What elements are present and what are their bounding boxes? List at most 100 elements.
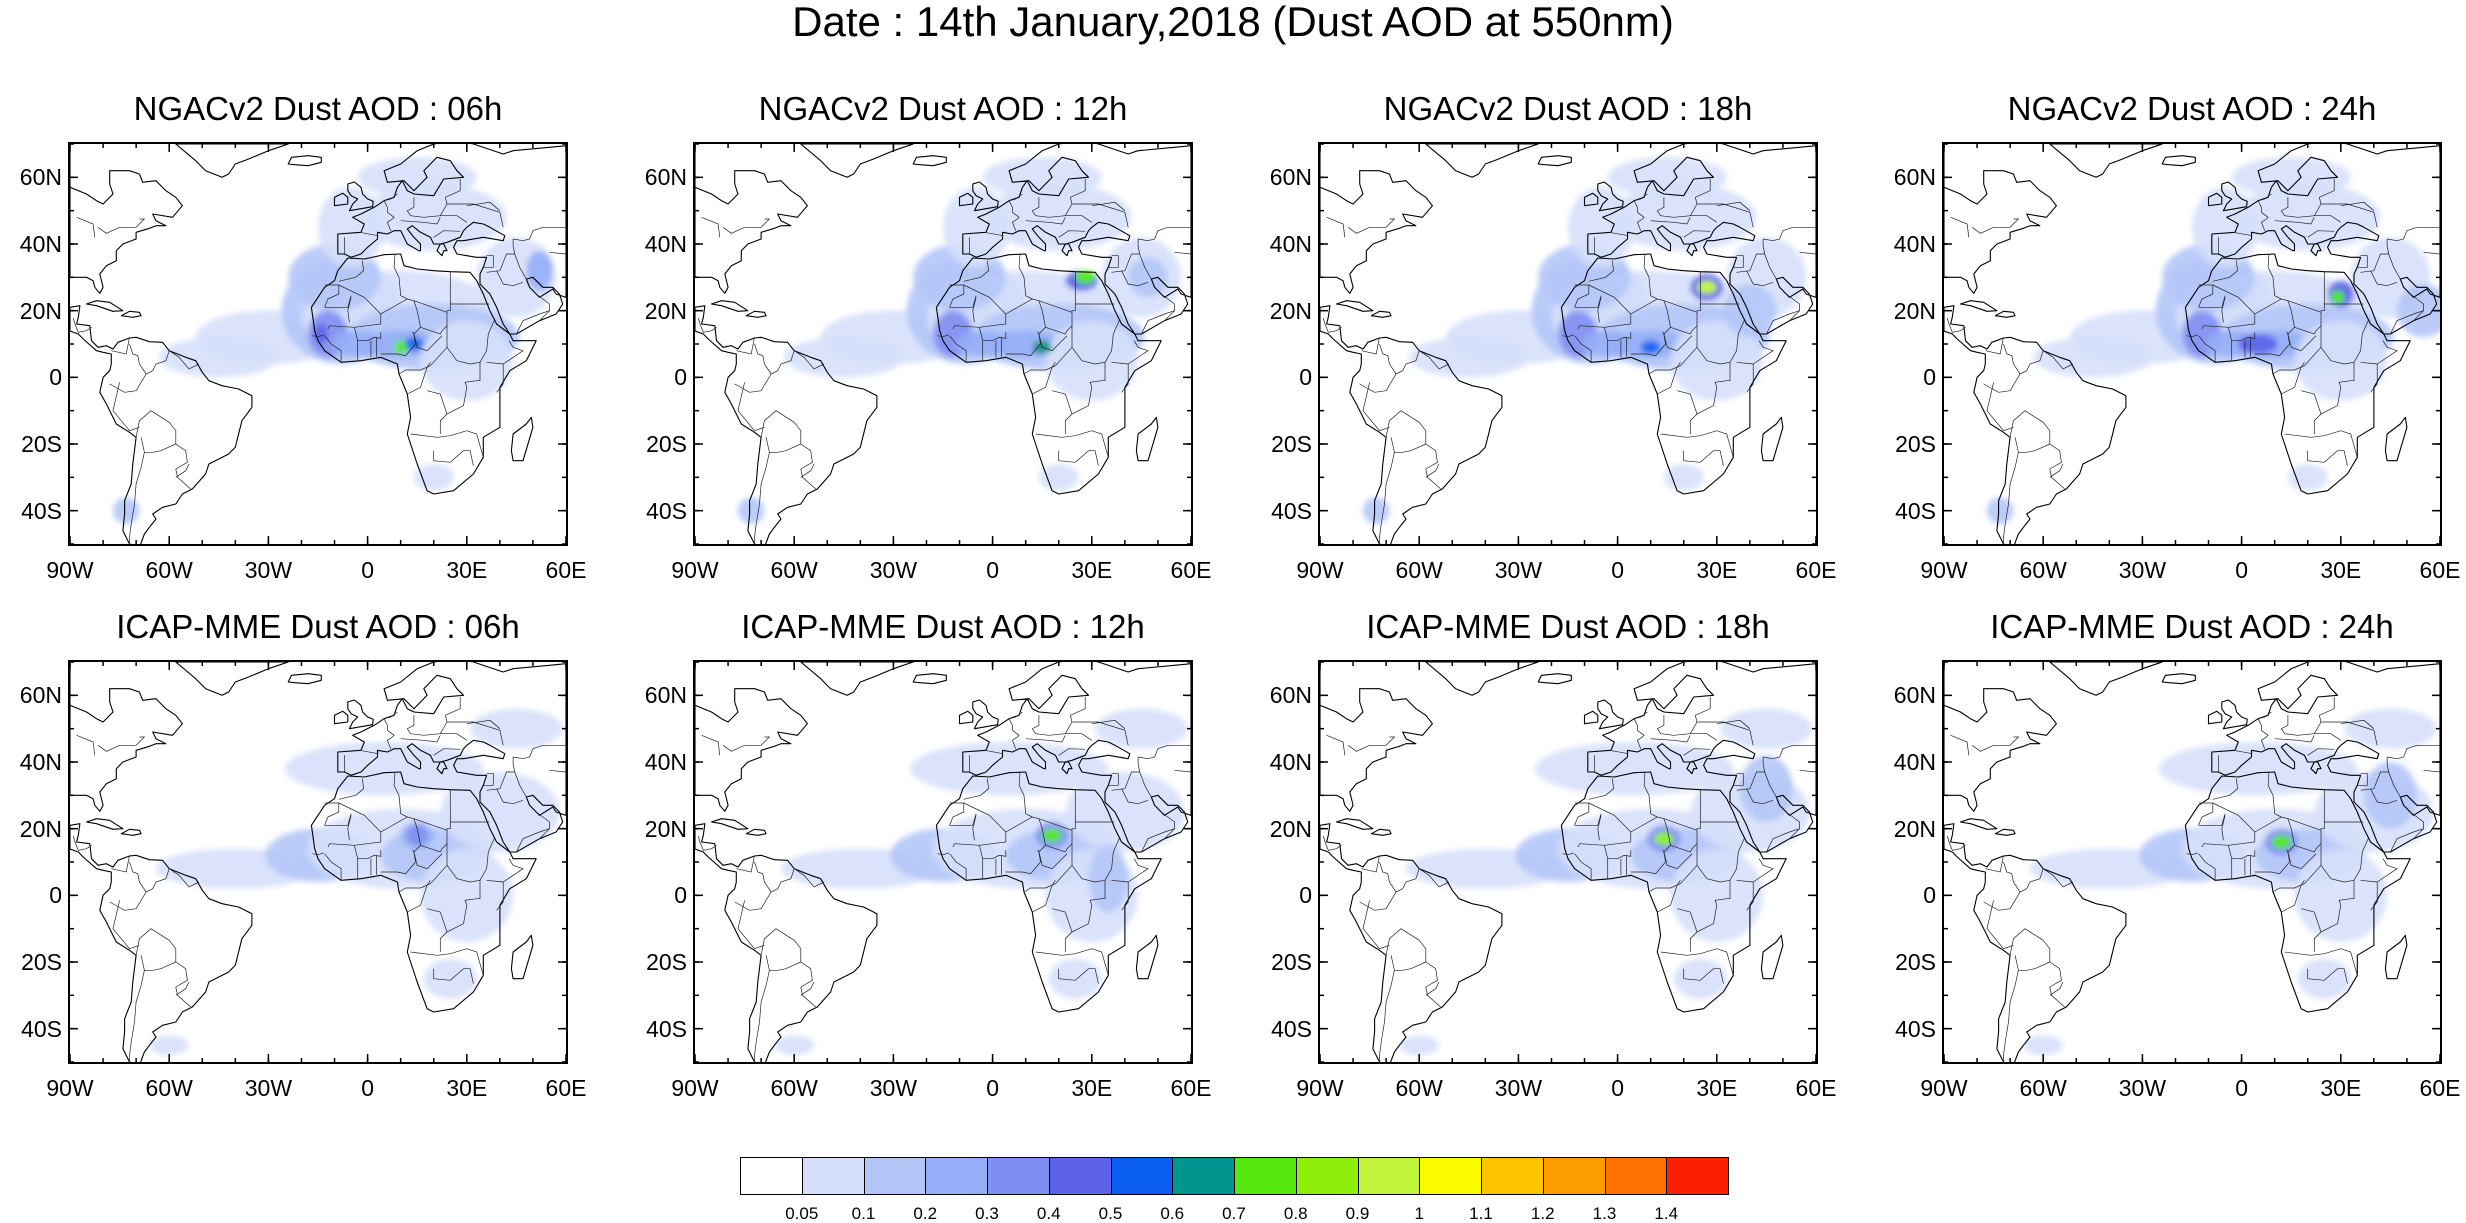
coastline	[2184, 771, 2411, 1013]
dust-plume	[526, 250, 553, 291]
border-line	[2409, 293, 2424, 321]
dust-plume	[909, 742, 1109, 796]
border-line	[1064, 931, 1073, 952]
border-line	[1005, 851, 1041, 875]
border-line	[1128, 340, 1149, 365]
dust-plume	[440, 772, 560, 852]
border-line	[1670, 326, 1693, 335]
border-line	[97, 736, 146, 752]
border-line	[2235, 750, 2253, 755]
border-line	[440, 733, 467, 741]
border-line	[1697, 721, 1754, 746]
border-line	[1648, 277, 1658, 300]
border-line	[1574, 853, 1592, 881]
dust-plume	[357, 157, 477, 198]
border-line	[1683, 968, 1724, 984]
border-line	[1072, 721, 1129, 746]
border-line	[1643, 771, 1650, 796]
border-line	[1597, 297, 1602, 323]
border-line	[979, 845, 1007, 860]
border-line	[2267, 771, 2274, 796]
border-line	[2003, 452, 2019, 544]
lat-tick-label: 60N	[644, 164, 687, 191]
map-frame	[1942, 660, 2442, 1064]
border-line	[2357, 773, 2368, 786]
border-line	[2260, 730, 2269, 749]
lon-tick-label: 30E	[1696, 1075, 1738, 1101]
border-line	[1660, 430, 1734, 458]
border-line	[1071, 836, 1121, 883]
border-line	[1650, 217, 1691, 225]
dust-plume	[1607, 157, 1727, 198]
border-line	[398, 347, 448, 375]
border-line	[2377, 340, 2398, 365]
dust-plume	[1697, 280, 1717, 294]
border-line	[1359, 350, 1420, 393]
border-line	[1753, 858, 1774, 883]
border-line	[1361, 855, 1380, 873]
colorbar-swatch	[1172, 1157, 1235, 1195]
colorbar-label: 1.3	[1592, 1204, 1617, 1223]
border-line	[1683, 748, 1711, 756]
country-borders	[72, 697, 566, 1062]
lat-tick-label: 20N	[1893, 815, 1936, 842]
border-line	[737, 382, 765, 432]
border-line	[2043, 868, 2074, 888]
border-line	[324, 295, 352, 308]
lat-tick-label: 60N	[1893, 682, 1936, 709]
border-line	[380, 851, 416, 875]
border-line	[175, 443, 191, 490]
border-line	[2377, 858, 2398, 883]
lat-tick-label: 40S	[1895, 1015, 1936, 1042]
lat-tick-label: 20N	[1893, 297, 1936, 324]
lon-tick-label: 60E	[545, 557, 587, 583]
border-line	[129, 452, 145, 544]
country-borders	[72, 179, 566, 544]
lon-tick-label: 60E	[1170, 1075, 1212, 1101]
lat-tick-label: 40S	[21, 497, 62, 524]
border-line	[1690, 733, 1717, 741]
lon-tick-label: 60E	[1795, 1075, 1837, 1101]
border-line	[1385, 928, 1427, 971]
border-line	[2357, 255, 2368, 268]
border-line	[2049, 443, 2065, 490]
border-line	[1663, 851, 1693, 870]
border-line	[1663, 300, 1698, 313]
border-line	[1696, 836, 1746, 883]
border-line	[1141, 828, 1175, 853]
border-line	[1650, 735, 1691, 743]
border-line	[1986, 900, 2014, 950]
border-line	[486, 879, 504, 911]
lon-tick-label: 0	[361, 557, 374, 583]
coastline	[745, 828, 767, 836]
map-panel: NGACv2 Dust AOD : 12h 60N 40N 20N 0 20S 40S 90W…	[645, 87, 1212, 597]
border-line	[111, 337, 130, 355]
coastline	[2161, 155, 2196, 167]
border-line	[1574, 295, 1602, 308]
border-line	[1604, 845, 1632, 860]
lat-tick-label: 0	[674, 882, 687, 909]
colorbar-swatch	[1048, 1157, 1112, 1195]
border-line	[1648, 795, 1658, 818]
border-line	[2272, 347, 2322, 375]
border-line	[1562, 334, 1574, 338]
border-line	[754, 343, 772, 375]
coastline	[85, 818, 124, 830]
border-line	[2003, 970, 2019, 1062]
border-line	[2257, 711, 2272, 731]
border-line	[1946, 835, 1966, 851]
border-line	[483, 773, 494, 786]
border-line	[2319, 179, 2335, 198]
dust-plume	[1038, 464, 1079, 491]
colorbar-swatch	[740, 1157, 803, 1195]
colorbar-swatch	[1110, 1157, 1174, 1195]
lat-tick-label: 20S	[646, 949, 687, 975]
lon-tick-label: 60E	[545, 1075, 587, 1101]
border-line	[1785, 293, 1800, 321]
lon-tick-label: 30W	[869, 557, 918, 583]
map-canvas	[70, 662, 566, 1062]
border-line	[1025, 217, 1066, 225]
border-line	[400, 217, 441, 225]
border-line	[986, 750, 1004, 755]
map-panel: ICAP-MME Dust AOD : 06h 60N 40N 20N 0 20S 40S 9…	[20, 605, 587, 1115]
